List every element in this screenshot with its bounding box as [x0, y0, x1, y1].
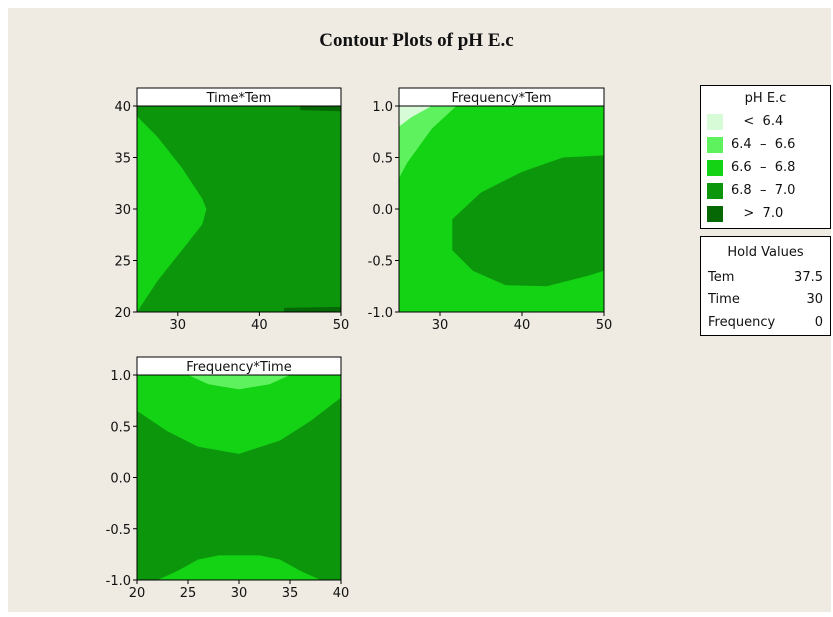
legend-swatch [707, 137, 723, 153]
legend-label: 6.4 – 6.6 [731, 137, 796, 152]
y-tick-label: 35 [114, 152, 131, 167]
contour-panel [137, 106, 341, 312]
x-tick-label: 50 [333, 318, 350, 333]
hold-value-value: 37.5 [794, 270, 823, 285]
legend-item: < 6.4 [707, 114, 827, 130]
y-tick-label: 40 [114, 100, 131, 115]
legend-label: 6.8 – 7.0 [731, 183, 796, 198]
chart-title: Contour Plots of pH E.c [319, 30, 514, 51]
x-tick-label: 30 [170, 318, 187, 333]
panel-title: Frequency*Time [186, 360, 291, 375]
contour-region [283, 306, 341, 312]
hold-values-title: Hold Values [727, 245, 804, 260]
contour-region [137, 375, 341, 454]
hold-value-value: 0 [814, 315, 823, 330]
hold-value-name: Frequency [708, 315, 776, 330]
y-tick-label: 0.5 [372, 152, 393, 167]
hold-value-row: Tem 37.5 [708, 270, 823, 288]
x-tick-label: 40 [333, 586, 350, 601]
legend-swatch [707, 114, 723, 130]
panel-title: Time*Tem [206, 91, 272, 106]
y-tick-label: -0.5 [106, 523, 131, 538]
y-tick-label: -1.0 [368, 306, 393, 321]
hold-values-box: Hold Values Tem 37.5 Time 30 Frequency 0 [700, 236, 831, 336]
hold-value-name: Tem [708, 270, 735, 285]
contour-panel [399, 106, 604, 312]
y-tick-label: 1.0 [110, 369, 131, 384]
contour-region [188, 375, 290, 390]
panel-title: Frequency*Tem [451, 91, 551, 106]
y-tick-label: 1.0 [372, 100, 393, 115]
x-tick-label: 40 [251, 318, 268, 333]
hold-value-row: Time 30 [708, 292, 823, 310]
panel-title-strip [136, 356, 342, 376]
legend-item: 6.6 – 6.8 [707, 160, 827, 176]
legend-swatch [707, 160, 723, 176]
x-tick-label: 40 [514, 318, 531, 333]
y-tick-label: 30 [114, 203, 131, 218]
hold-value-row: Frequency 0 [708, 315, 823, 333]
y-tick-label: 0.5 [110, 420, 131, 435]
hold-value-name: Time [708, 292, 740, 307]
hold-value-value: 30 [806, 292, 823, 307]
contour-panel [137, 375, 341, 580]
legend-item: > 7.0 [707, 206, 827, 222]
x-tick-label: 35 [282, 586, 299, 601]
y-tick-label: 20 [114, 306, 131, 321]
x-tick-label: 25 [180, 586, 197, 601]
x-tick-label: 30 [231, 586, 248, 601]
legend-swatch [707, 183, 723, 199]
legend-label: > 7.0 [731, 206, 784, 221]
contour-region [452, 155, 604, 287]
legend-box: pH E.c < 6.4 6.4 – 6.6 6.6 – 6.8 6.8 – 7… [700, 85, 831, 229]
y-tick-label: 0.0 [372, 203, 393, 218]
contour-region [399, 106, 457, 179]
legend-swatch [707, 206, 723, 222]
legend-item: 6.4 – 6.6 [707, 137, 827, 153]
legend-label: 6.6 – 6.8 [731, 160, 796, 175]
legend-label: < 6.4 [731, 114, 784, 129]
contour-region [300, 106, 341, 112]
y-tick-label: 0.0 [110, 472, 131, 487]
legend-title: pH E.c [744, 91, 787, 106]
y-tick-label: 25 [114, 255, 131, 270]
contour-region [137, 116, 207, 312]
x-tick-label: 20 [129, 586, 146, 601]
x-tick-label: 30 [432, 318, 449, 333]
x-tick-label: 50 [596, 318, 613, 333]
panel-title-strip [398, 87, 605, 107]
panel-title-strip [136, 87, 342, 107]
y-tick-label: -0.5 [368, 255, 393, 270]
contour-region [157, 555, 321, 580]
legend-item: 6.8 – 7.0 [707, 183, 827, 199]
contour-region [399, 106, 432, 127]
y-tick-label: -1.0 [106, 574, 131, 589]
